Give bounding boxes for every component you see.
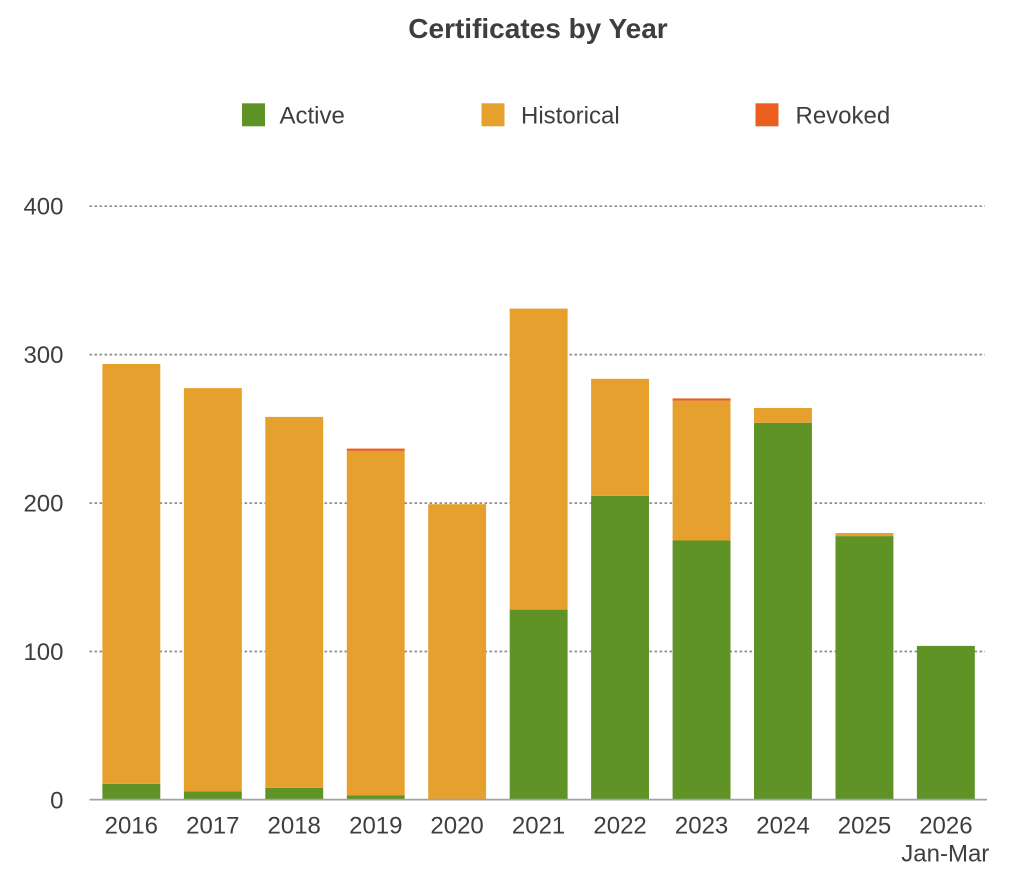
svg-text:300: 300 [23, 342, 63, 369]
svg-text:2018: 2018 [268, 813, 321, 840]
svg-text:Jan-Mar: Jan-Mar [901, 841, 989, 868]
svg-text:2019: 2019 [349, 813, 402, 840]
svg-text:400: 400 [23, 194, 63, 221]
svg-text:2021: 2021 [512, 813, 565, 840]
svg-text:Active: Active [280, 103, 345, 130]
svg-text:2024: 2024 [756, 813, 809, 840]
svg-text:2016: 2016 [105, 813, 158, 840]
svg-text:0: 0 [50, 788, 63, 815]
svg-text:2023: 2023 [675, 813, 728, 840]
svg-text:200: 200 [23, 491, 63, 518]
svg-text:Historical: Historical [521, 103, 620, 130]
svg-text:100: 100 [23, 639, 63, 666]
svg-text:2025: 2025 [838, 813, 891, 840]
svg-text:Certificates by Year: Certificates by Year [408, 13, 668, 44]
svg-text:2022: 2022 [593, 813, 646, 840]
svg-text:2020: 2020 [430, 813, 483, 840]
svg-text:Revoked: Revoked [796, 103, 891, 130]
svg-text:2017: 2017 [186, 813, 239, 840]
svg-text:2026: 2026 [919, 813, 972, 840]
